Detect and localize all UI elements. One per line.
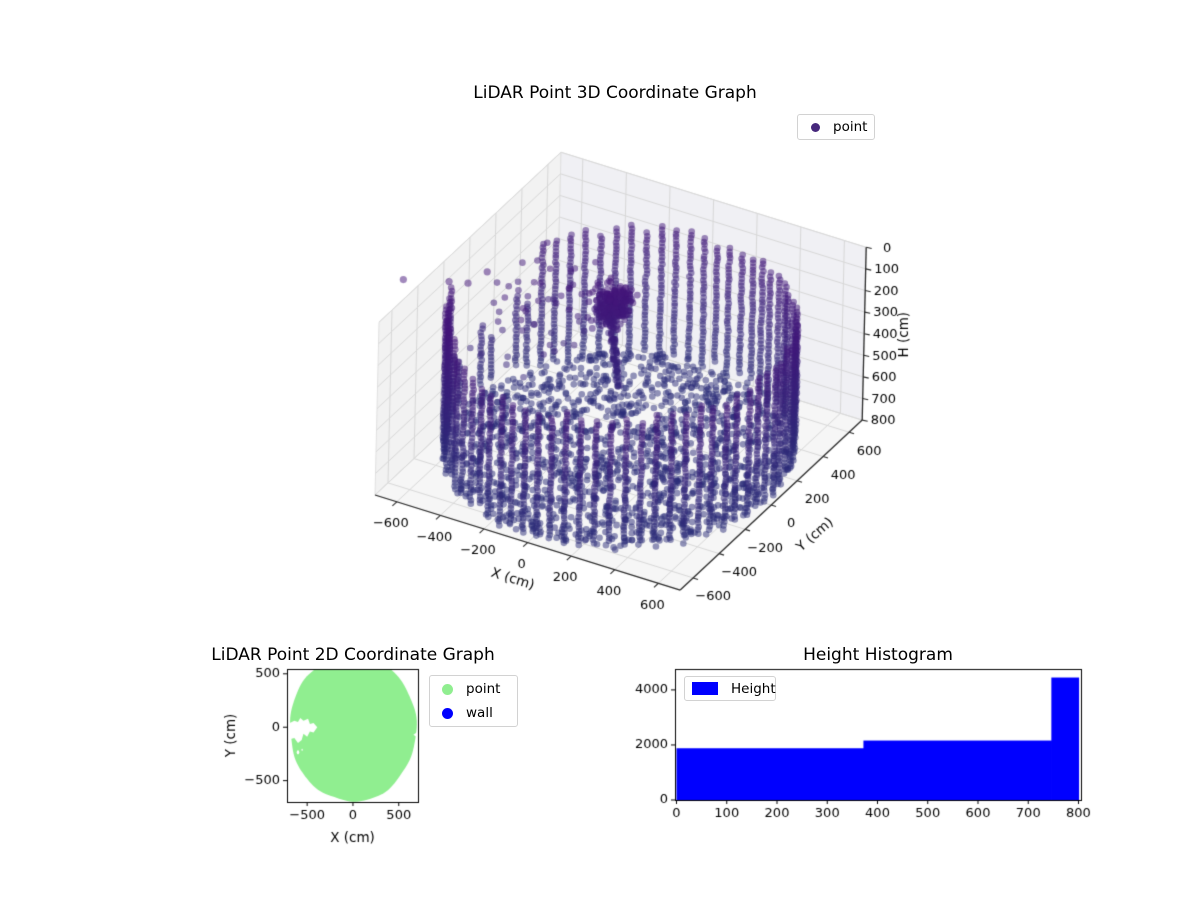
- legend-label: wall: [466, 705, 493, 721]
- legend-entry-point: point: [430, 677, 517, 701]
- point-marker-icon: [811, 122, 820, 132]
- plot3d-legend: point: [797, 114, 875, 140]
- histogram-title: Height Histogram: [803, 645, 953, 665]
- legend-label: point: [833, 119, 868, 135]
- height-swatch-icon: [692, 682, 718, 695]
- wall-marker-icon: [442, 707, 453, 719]
- legend-entry-wall: wall: [430, 701, 517, 725]
- plot2d-legend: point wall: [429, 675, 518, 727]
- plot2d-title: LiDAR Point 2D Coordinate Graph: [211, 645, 495, 665]
- legend-entry-height: Height: [685, 677, 776, 700]
- legend-label: point: [466, 681, 501, 697]
- histogram-legend: Height: [684, 676, 776, 701]
- point-marker-icon: [442, 683, 453, 695]
- legend-label: Height: [731, 680, 776, 697]
- legend-entry-point: point: [798, 115, 874, 139]
- plot3d-title: LiDAR Point 3D Coordinate Graph: [473, 83, 757, 103]
